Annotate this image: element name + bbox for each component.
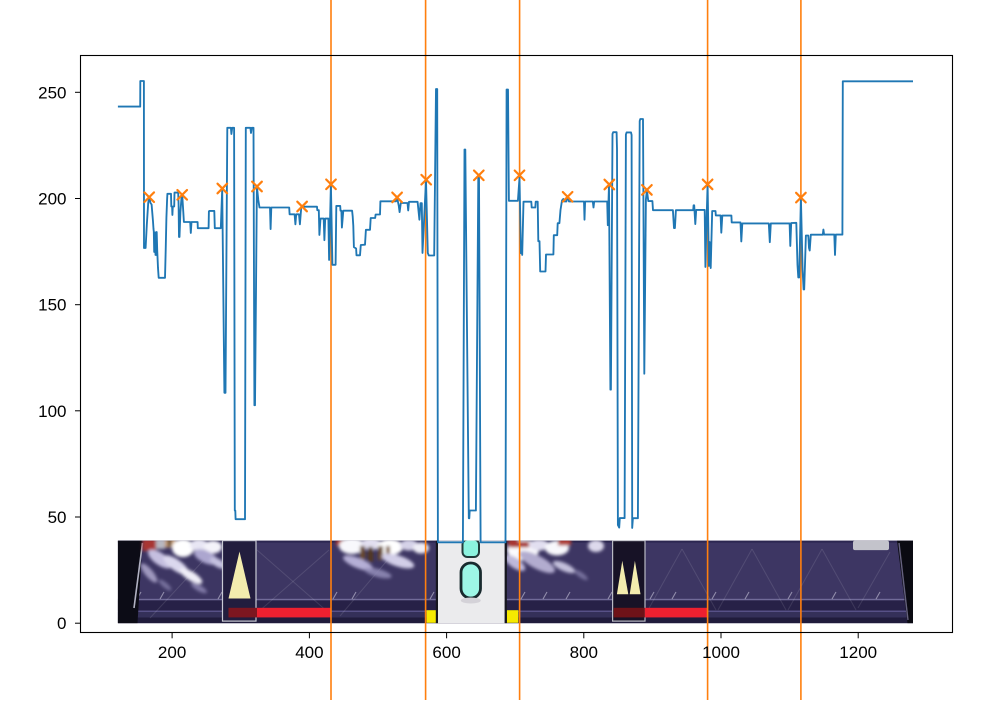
svg-text:100: 100	[38, 402, 66, 421]
svg-text:150: 150	[38, 296, 66, 315]
svg-text:0: 0	[57, 614, 66, 633]
svg-text:50: 50	[48, 508, 67, 527]
svg-text:200: 200	[38, 190, 66, 209]
svg-text:1200: 1200	[839, 643, 877, 662]
svg-text:600: 600	[432, 643, 460, 662]
svg-text:400: 400	[295, 643, 323, 662]
svg-text:200: 200	[158, 643, 186, 662]
svg-text:800: 800	[570, 643, 598, 662]
svg-text:1000: 1000	[702, 643, 740, 662]
svg-text:250: 250	[38, 83, 66, 102]
